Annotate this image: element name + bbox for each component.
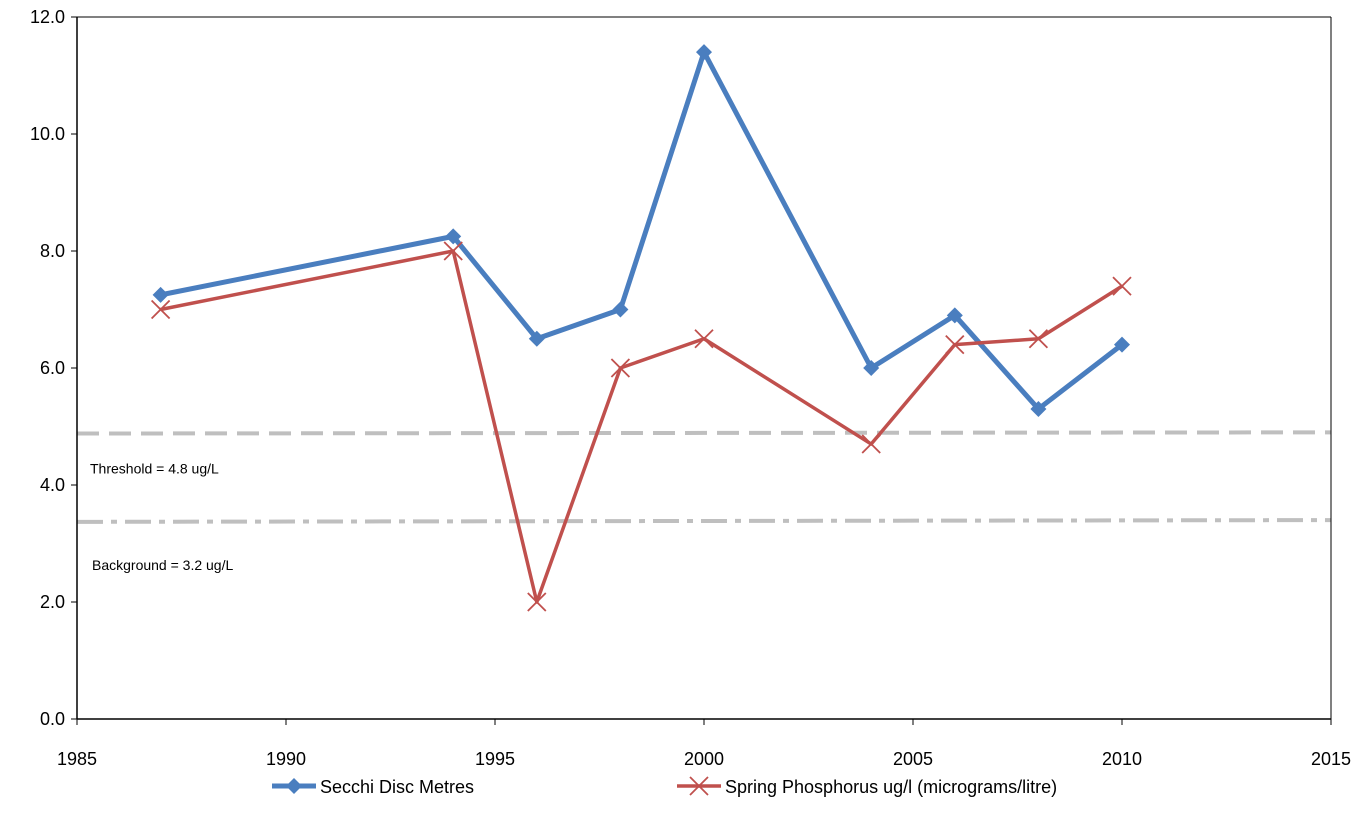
axes [76,16,1332,720]
data-point-stroke [694,329,714,349]
data-point [150,299,171,320]
reference-line [76,518,1332,524]
series-line [160,49,1124,412]
legend-label: Spring Phosphorus ug/l (micrograms/litre… [725,777,1057,797]
data-point-stroke [1028,329,1049,349]
data-point [610,358,631,378]
series [150,44,1132,612]
data-point [443,241,463,261]
x-tick-label: 2000 [684,749,724,769]
data-point [689,776,709,796]
data-point [152,286,169,303]
data-point-stroke [443,241,463,261]
data-point [1030,400,1047,417]
y-tick-label: 4.0 [40,475,65,495]
y-tick-label: 6.0 [40,358,65,378]
data-point [696,44,712,61]
reference-line-label: Threshold = 4.8 ug/L [90,461,219,477]
x-tick-label: 2010 [1102,749,1142,769]
data-point [945,334,965,355]
data-point-stroke [150,299,171,320]
reference-line [76,430,1332,436]
legend-item: Spring Phosphorus ug/l (micrograms/litre… [677,776,1057,797]
series-secchi-disc [152,44,1130,417]
data-point [445,228,462,245]
y-tick-label: 2.0 [40,592,65,612]
x-tick-label: 1995 [475,749,515,769]
data-point [1028,329,1049,349]
y-tick-label: 0.0 [40,709,65,729]
x-ticks: 1985 1990 1995 2000 2005 2010 2015 [57,719,1351,769]
series-line [160,249,1123,604]
data-point [286,778,302,794]
x-tick-label: 1990 [266,749,306,769]
x-tick-label: 2005 [893,749,933,769]
data-point [528,330,545,347]
y-tick-label: 10.0 [30,124,65,144]
x-tick-label: 1985 [57,749,97,769]
data-point-stroke [861,434,881,454]
reference-line-label: Background = 3.2 ug/L [92,557,233,573]
data-point [861,434,881,454]
data-point [612,301,629,318]
data-point-stroke [945,334,965,355]
data-point [1114,336,1130,353]
legend-label: Secchi Disc Metres [320,777,474,797]
legend-item: Secchi Disc Metres [272,777,474,797]
data-point [527,592,547,612]
x-tick-label: 2015 [1311,749,1351,769]
series-spring-phosphorus [150,241,1132,612]
data-point [1112,276,1132,296]
data-point-stroke [1112,276,1132,296]
data-point-stroke [610,358,631,378]
reference-lines: Threshold = 4.8 ug/L Background = 3.2 ug/… [76,430,1332,573]
y-tick-label: 12.0 [30,7,65,27]
y-tick-label: 8.0 [40,241,65,261]
data-point [863,360,880,376]
data-point-stroke [527,592,547,612]
legend: Secchi Disc Metres Spring Phosphorus ug/l… [272,776,1057,797]
y-ticks: 0.0 2.0 4.0 6.0 8.0 10.0 12.0 [30,7,77,729]
data-point [946,307,963,324]
data-point [694,329,714,349]
data-point-stroke [689,776,709,796]
